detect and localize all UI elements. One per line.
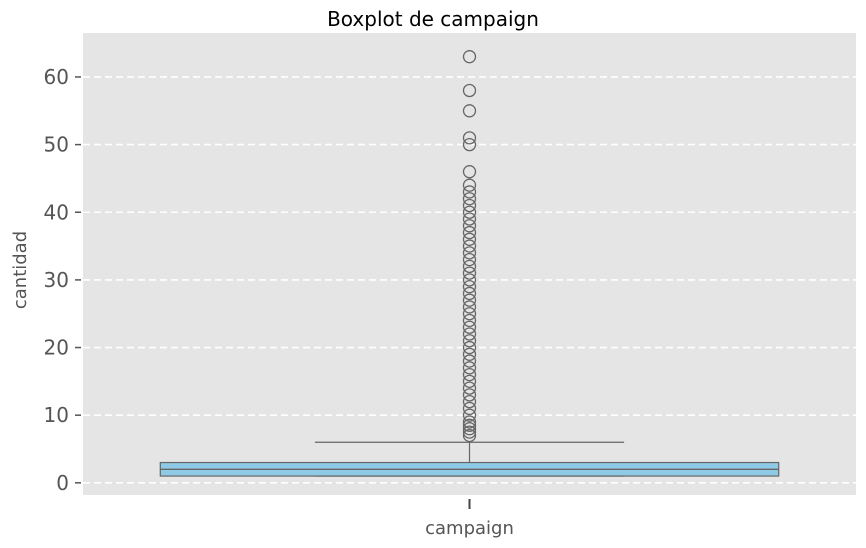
outlier-point-12 — [462, 361, 477, 375]
y-tick-label-0: 0 — [56, 471, 69, 495]
plot-background — [83, 33, 856, 495]
y-tick-label-20: 20 — [44, 336, 69, 360]
x-tick-label-campaign: campaign — [425, 518, 514, 539]
outlier-point-22 — [462, 293, 477, 307]
outlier-point-24 — [462, 280, 477, 294]
outlier-point-6 — [462, 401, 477, 416]
outlier-point-25 — [462, 273, 477, 287]
outlier-point-36 — [462, 198, 477, 213]
outlier-point-39 — [462, 178, 477, 192]
outlier-point-37 — [462, 192, 477, 206]
outlier-point-41 — [462, 137, 477, 152]
outlier-point-4 — [462, 415, 477, 429]
outlier-point-43 — [462, 104, 477, 118]
y-axis-ticks: 0 10 20 30 40 50 60 — [44, 65, 81, 495]
y-tick-label-10: 10 — [44, 403, 69, 427]
outlier-point-11 — [462, 367, 477, 382]
outlier-point-9 — [462, 381, 477, 395]
outlier-point-15 — [462, 340, 477, 355]
outlier-point-21 — [462, 300, 477, 314]
outlier-point-7 — [462, 395, 477, 409]
outlier-point-29 — [462, 246, 477, 260]
outlier-point-27 — [462, 259, 477, 274]
outlier-point-14 — [462, 347, 477, 361]
outlier-point-30 — [462, 239, 477, 253]
outlier-point-5 — [462, 408, 477, 422]
outlier-point-8 — [462, 388, 477, 402]
outlier-point-44 — [462, 83, 477, 98]
outlier-point-17 — [462, 327, 477, 341]
outlier-point-2 — [462, 422, 477, 436]
outlier-point-31 — [462, 232, 477, 246]
y-tick-label-50: 50 — [44, 133, 69, 157]
outlier-point-26 — [462, 266, 477, 280]
grid-lines — [83, 76, 856, 484]
outlier-point-10 — [462, 374, 477, 389]
outlier-point-1 — [462, 425, 477, 439]
outlier-point-23 — [462, 286, 477, 301]
outlier-layer — [462, 50, 477, 443]
x-axis-ticks: campaign — [425, 499, 514, 539]
outlier-point-18 — [462, 320, 477, 334]
outlier-point-45 — [462, 50, 477, 64]
outlier-point-20 — [462, 307, 477, 321]
outlier-point-38 — [462, 185, 477, 199]
box-layer — [159, 441, 780, 477]
outlier-point-32 — [462, 225, 477, 240]
y-axis-label: cantidad — [10, 231, 31, 309]
chart-title: Boxplot de campaign — [327, 7, 539, 31]
y-tick-label-60: 60 — [44, 65, 69, 89]
outlier-point-34 — [462, 212, 477, 226]
outlier-point-19 — [462, 313, 477, 328]
outlier-point-13 — [462, 354, 477, 368]
outlier-point-40 — [462, 165, 477, 179]
outlier-point-16 — [462, 334, 477, 348]
outlier-point-3 — [462, 418, 477, 432]
outlier-point-42 — [462, 131, 477, 145]
outlier-point-33 — [462, 219, 477, 233]
outlier-point-28 — [462, 252, 477, 267]
outlier-point-0 — [462, 428, 477, 443]
y-tick-label-30: 30 — [44, 268, 69, 292]
outlier-point-35 — [462, 205, 477, 219]
y-tick-label-40: 40 — [44, 200, 69, 224]
